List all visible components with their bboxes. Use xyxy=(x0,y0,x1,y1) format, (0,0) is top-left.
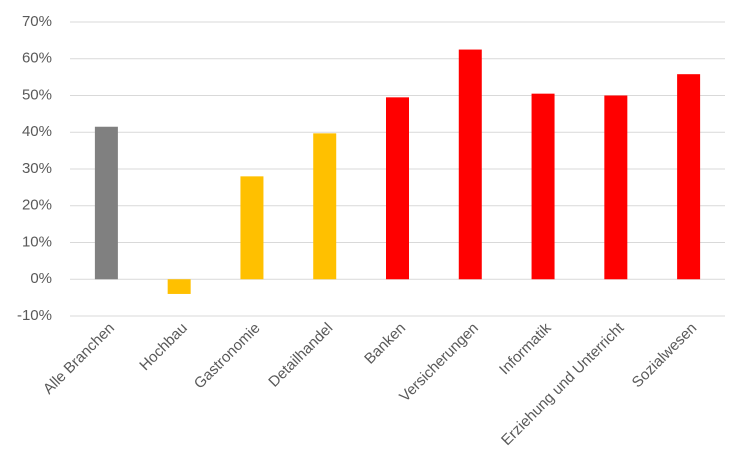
bar xyxy=(677,74,701,280)
y-tick-label: 0% xyxy=(30,270,52,287)
x-tick-label: Hochbau xyxy=(136,320,190,374)
bar xyxy=(167,279,191,294)
x-tick-label: Alle Branchen xyxy=(40,320,118,398)
x-tick-label: Versicherungen xyxy=(396,320,482,406)
bar xyxy=(313,133,337,280)
bar xyxy=(604,95,628,280)
bar xyxy=(94,126,118,280)
bar xyxy=(458,49,482,280)
y-tick-label: 10% xyxy=(22,233,52,250)
x-tick-label: Banken xyxy=(361,320,409,368)
y-tick-label: 30% xyxy=(22,160,52,177)
bar xyxy=(240,176,264,280)
y-tick-label: 20% xyxy=(22,197,52,214)
x-tick-label: Detailhandel xyxy=(265,320,336,391)
y-tick-label: 70% xyxy=(22,13,52,30)
x-tick-label: Gastronomie xyxy=(191,320,264,393)
bar xyxy=(386,97,409,280)
y-tick-label: 60% xyxy=(22,50,52,67)
bar xyxy=(531,93,555,280)
y-tick-label: 50% xyxy=(22,86,52,103)
y-tick-label: 40% xyxy=(22,123,52,140)
y-tick-label: -10% xyxy=(17,307,52,324)
x-tick-label: Informatik xyxy=(496,319,555,378)
x-tick-label: Sozialwesen xyxy=(629,320,701,392)
x-tick-label: Erziehung und Unterricht xyxy=(498,319,628,449)
